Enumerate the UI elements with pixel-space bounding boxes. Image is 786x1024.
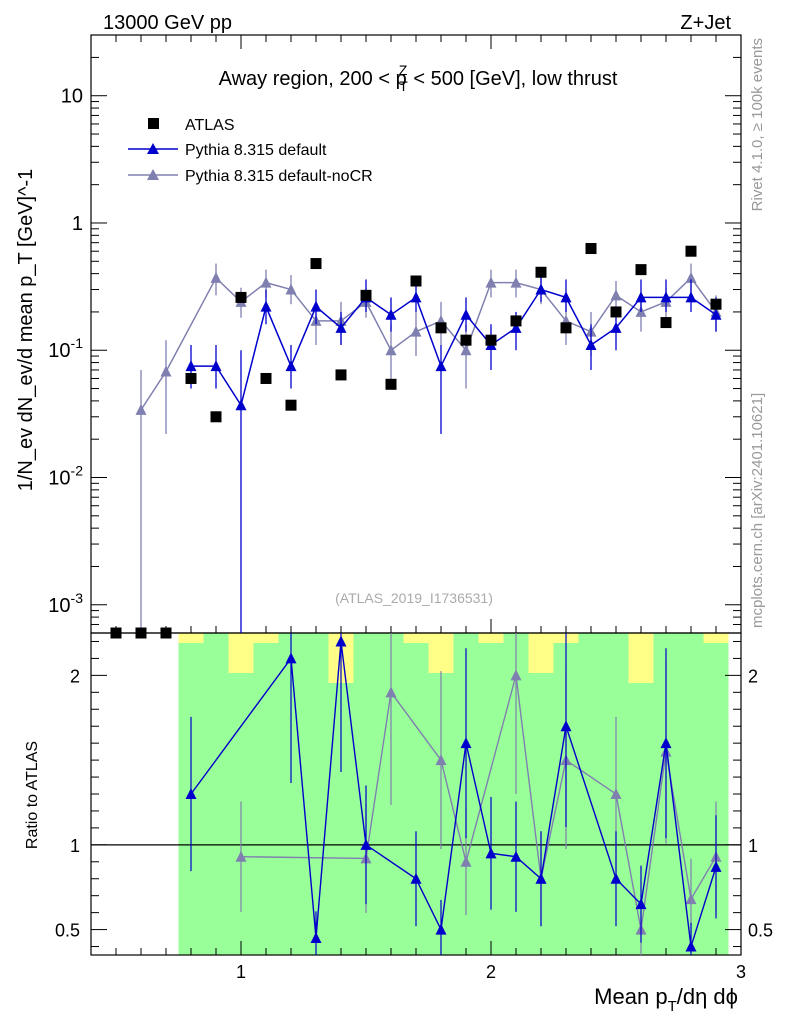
title-sup: Z xyxy=(399,62,408,78)
atlas-point xyxy=(110,627,122,639)
ratio-band-green xyxy=(203,633,229,955)
atlas-point xyxy=(660,317,672,329)
x-tick-label: 2 xyxy=(486,962,496,982)
ratio-bands xyxy=(178,633,729,955)
atlas-point xyxy=(285,399,297,411)
y-tick-base: 10 xyxy=(48,468,70,490)
mcplots-label: mcplots.cern.ch [arXiv:2401.10621] xyxy=(749,393,766,628)
rivet-label: Rivet 4.1.0, ≥ 100k events xyxy=(749,38,766,211)
legend-nocr: Pythia 8.315 default-noCR xyxy=(185,168,373,185)
y-tick-label: 10 xyxy=(61,86,83,108)
ratio-tick-label-right: 1 xyxy=(748,836,758,856)
ratio-band-green xyxy=(303,633,329,955)
main-plot xyxy=(110,243,722,639)
atlas-point xyxy=(710,298,722,310)
default-ratio-point xyxy=(660,737,672,749)
title-post: < 500 [GeV], low thrust xyxy=(408,68,618,90)
y-tick-label: 1 xyxy=(72,213,83,235)
x-tick-label: 1 xyxy=(236,962,246,982)
x-axis-label: Mean pT/dη dϕ xyxy=(594,984,738,1015)
ratio-tick-label: 0.5 xyxy=(55,921,80,941)
atlas-point xyxy=(460,334,472,346)
y-tick-label: 10-2 xyxy=(48,463,83,490)
atlas-point xyxy=(485,334,497,346)
x-tick-label: 3 xyxy=(736,962,746,982)
default-line xyxy=(191,288,717,408)
default-ratio-point xyxy=(460,737,472,749)
legend-nocr-marker xyxy=(147,169,159,180)
atlas-point xyxy=(385,378,397,390)
analysis-label: (ATLAS_2019_I1736531) xyxy=(335,590,493,606)
legend-atlas-marker xyxy=(148,118,159,129)
nocr-ratio-point xyxy=(235,850,247,862)
atlas-point xyxy=(160,627,172,639)
atlas-point xyxy=(535,266,547,278)
title-sub: T xyxy=(399,78,408,94)
legend-default: Pythia 8.315 default xyxy=(185,142,327,159)
atlas-point xyxy=(335,369,347,381)
xlabel-post: /dη dϕ xyxy=(677,984,738,1009)
title-pre: Away region, 200 < p xyxy=(219,68,407,90)
atlas-point xyxy=(210,411,222,423)
atlas-point xyxy=(360,289,372,301)
ratio-tick-label: 2 xyxy=(70,666,80,686)
ratio-band-green xyxy=(253,643,279,955)
y-tick-exp: -3 xyxy=(71,590,84,606)
atlas-point xyxy=(135,627,147,639)
y-axis-label: 1/N_ev dN_ev/d mean p_T [GeV]^-1 xyxy=(15,169,37,492)
atlas-point xyxy=(560,322,572,334)
default-ratio-line xyxy=(190,641,717,947)
legend: ATLAS Pythia 8.315 default Pythia 8.315 … xyxy=(128,117,373,185)
ratio-y-label: Ratio to ATLAS xyxy=(24,741,41,849)
atlas-point xyxy=(435,322,447,334)
nocr-line xyxy=(140,276,717,411)
legend-atlas: ATLAS xyxy=(185,117,235,134)
y-tick-exp: -2 xyxy=(71,463,84,479)
header-left: 13000 GeV pp xyxy=(103,12,232,34)
plot-title: Away region, 200 < pZ T < 500 [GeV], low … xyxy=(219,62,618,94)
atlas-point xyxy=(610,306,622,318)
atlas-point xyxy=(510,315,522,327)
atlas-point xyxy=(310,258,322,270)
nocr-ratio-point xyxy=(510,669,522,681)
ratio-tick-label: 1 xyxy=(70,836,80,856)
default-ratio-point xyxy=(560,720,572,732)
xlabel-pre: Mean p xyxy=(594,984,667,1009)
atlas-point xyxy=(185,372,197,384)
ratio-plot xyxy=(185,633,722,955)
ratio-tick-label-right: 2 xyxy=(748,666,758,686)
atlas-point xyxy=(685,245,697,257)
atlas-point xyxy=(235,291,247,303)
atlas-point xyxy=(585,243,597,255)
y-tick-label: 10-3 xyxy=(48,590,83,617)
ratio-tick-label-right: 0.5 xyxy=(748,921,773,941)
xlabel-sub: T xyxy=(668,998,677,1015)
default-ratio-point xyxy=(335,635,347,647)
y-tick-base: 10 xyxy=(48,340,70,362)
header-right: Z+Jet xyxy=(680,12,731,34)
y-tick-base: 10 xyxy=(48,595,70,617)
y-tick-exp: -1 xyxy=(71,335,84,351)
legend-default-marker xyxy=(147,143,159,154)
atlas-point xyxy=(260,372,272,384)
atlas-point xyxy=(635,264,647,276)
ratio-band-green xyxy=(578,633,604,955)
default-ratio-point xyxy=(710,860,722,872)
y-tick-label: 10-1 xyxy=(48,335,83,362)
atlas-point xyxy=(410,275,422,287)
